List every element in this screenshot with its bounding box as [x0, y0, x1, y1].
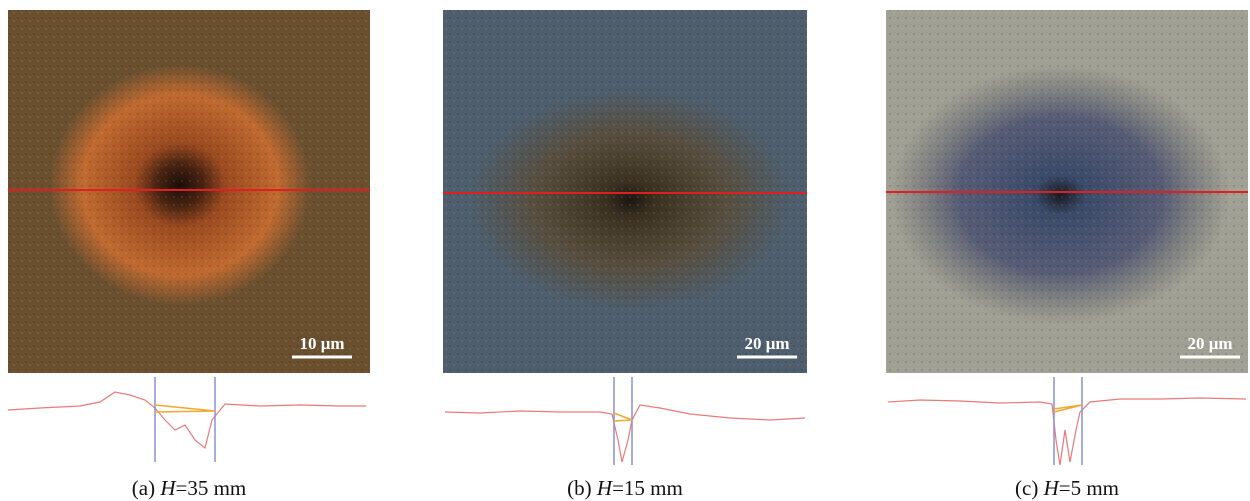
caption-part: =15 mm [612, 476, 683, 500]
scale-bar-label: 20 μm [1187, 334, 1232, 353]
figure: 10 μm (a) H=35 mm 20 μm (b) H=15 mm 20 μ… [0, 0, 1250, 501]
caption-part: (b) [567, 476, 592, 500]
caption: (a) H=35 mm [132, 476, 247, 500]
scale-bar-label: 20 μm [744, 334, 789, 353]
caption-part: =5 mm [1059, 476, 1119, 500]
caption-part: =35 mm [175, 476, 246, 500]
panel-b: 20 μm (b) H=15 mm [443, 10, 807, 500]
caption: (c) H=5 mm [1015, 476, 1119, 500]
caption: (b) H=15 mm [567, 476, 683, 500]
caption-part: (c) [1015, 476, 1038, 500]
panel-c: 20 μm (c) H=5 mm [886, 10, 1248, 500]
panel-a: 10 μm (a) H=35 mm [8, 10, 370, 500]
caption-part: (a) [132, 476, 155, 500]
scale-bar-label: 10 μm [299, 334, 344, 353]
